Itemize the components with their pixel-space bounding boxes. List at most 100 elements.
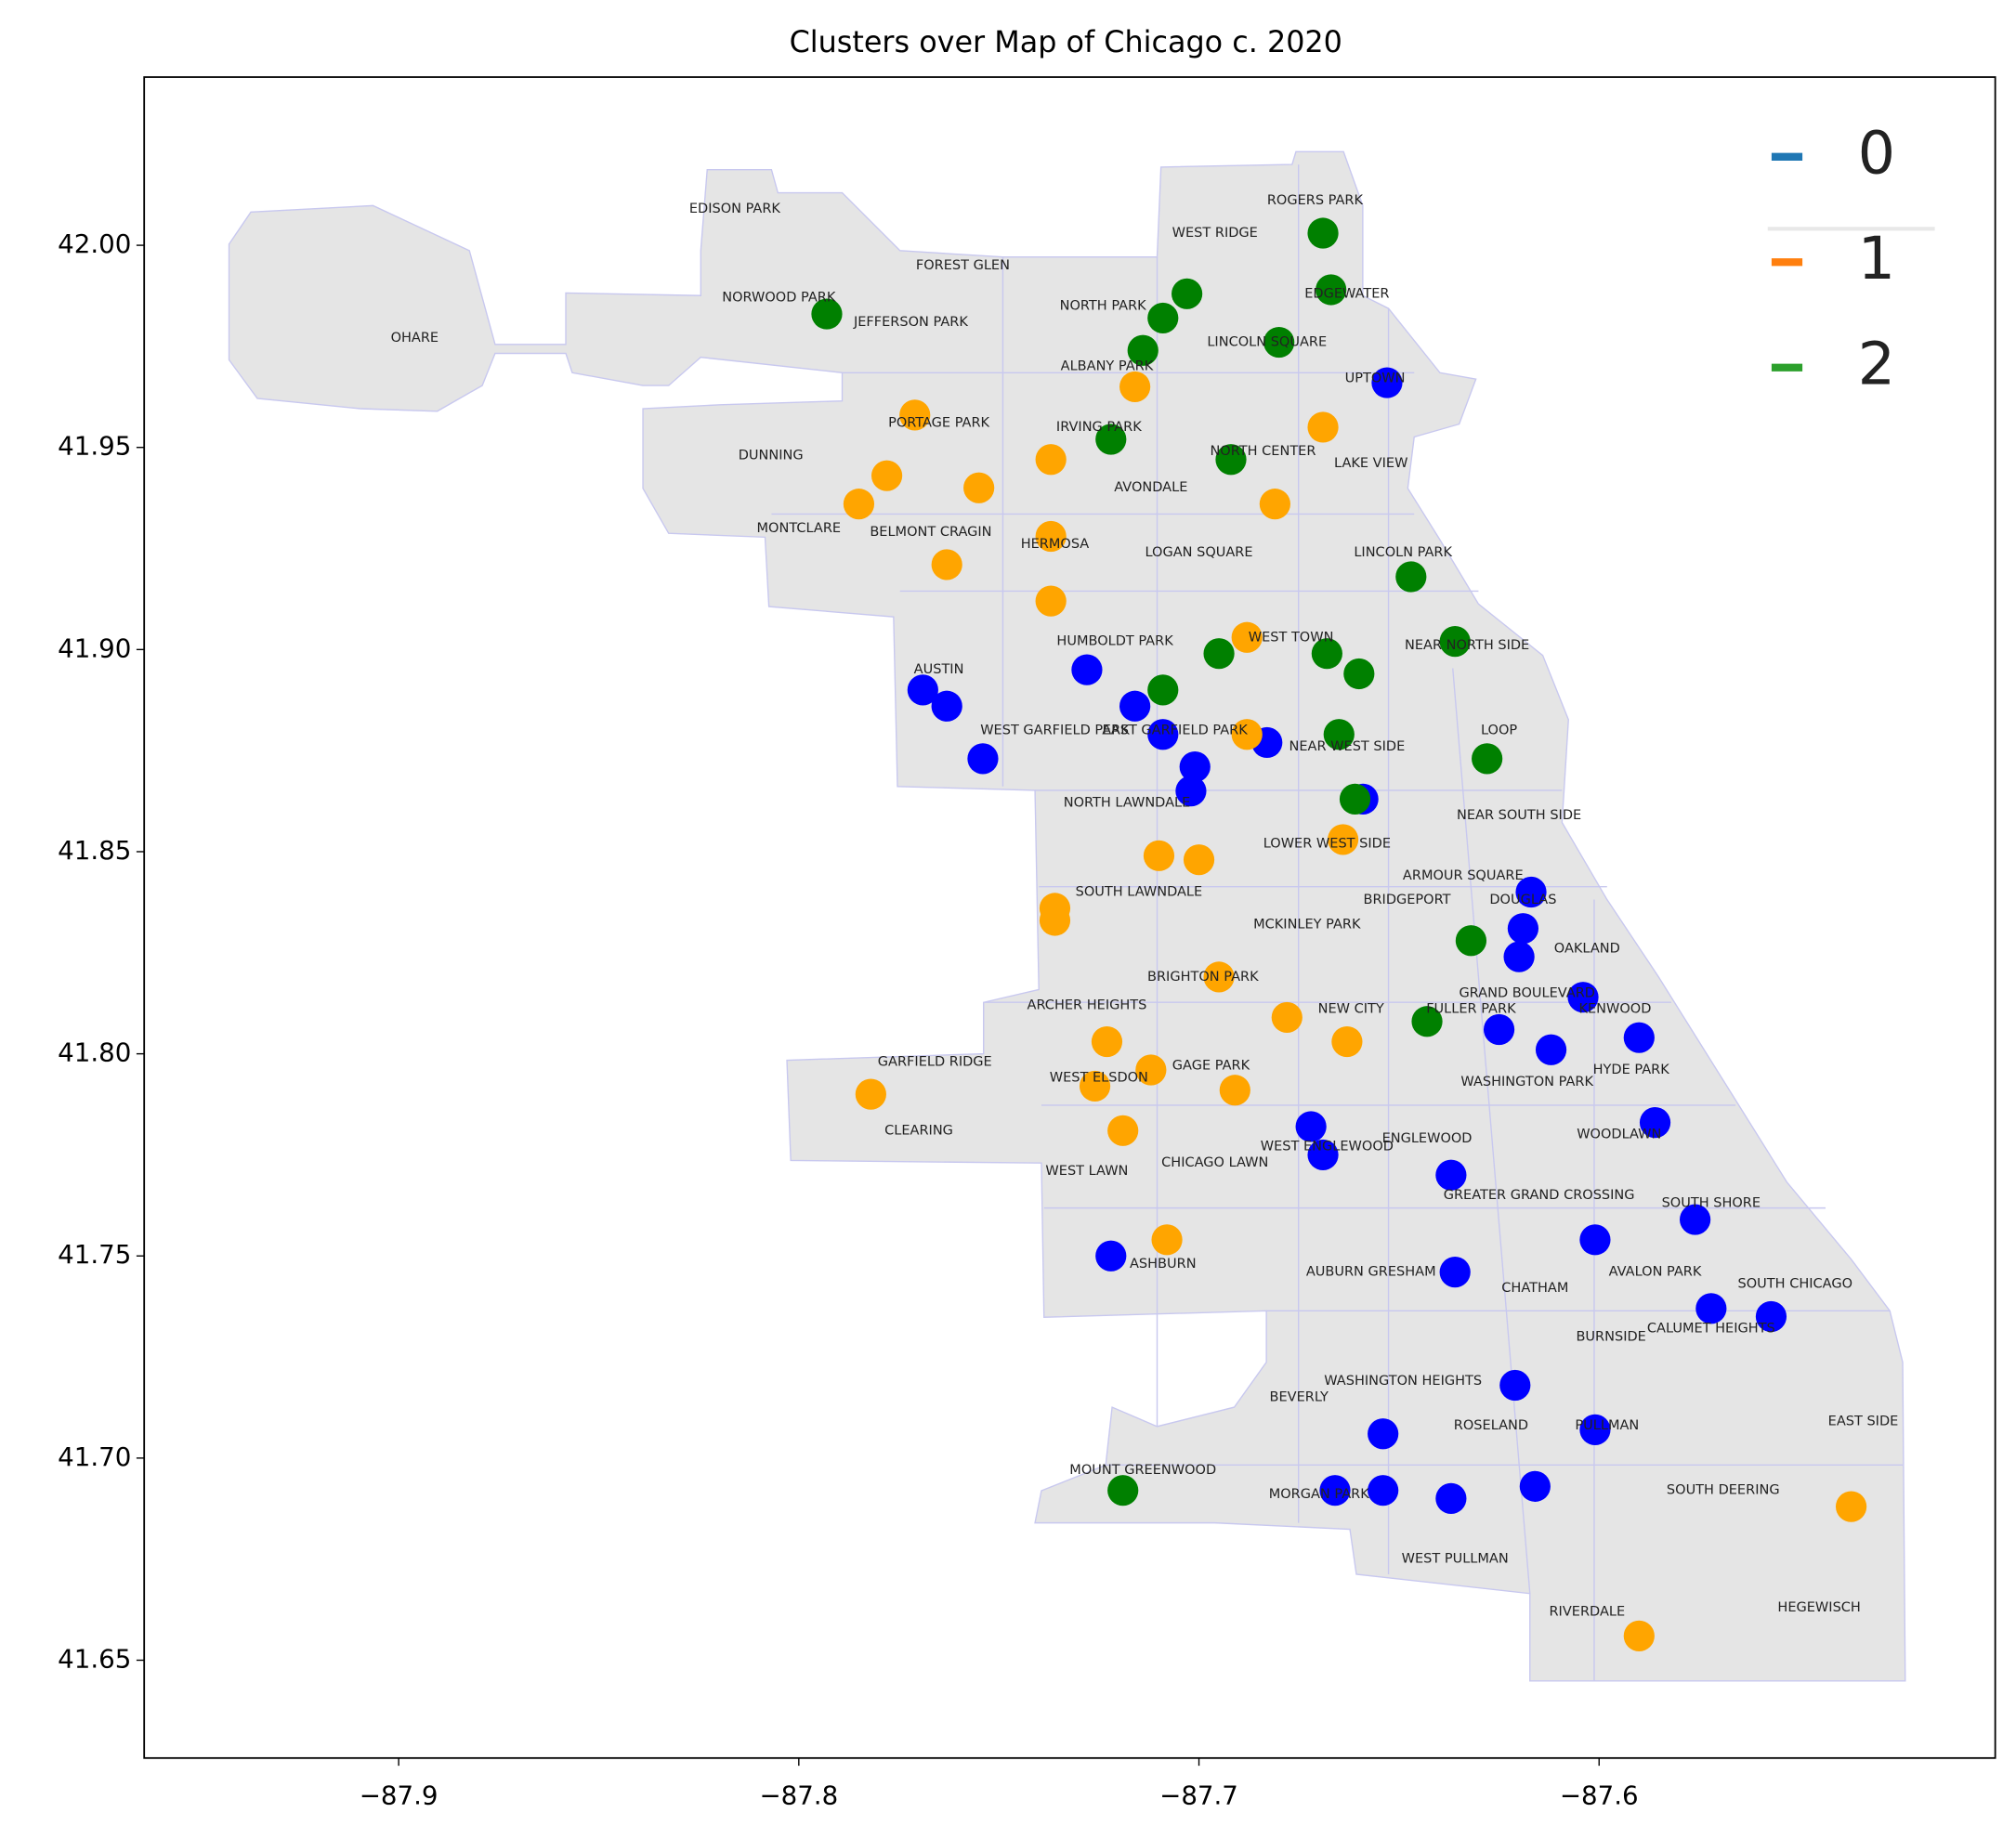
area-label: CLEARING bbox=[884, 1123, 953, 1138]
area-label: LOOP bbox=[1481, 723, 1517, 737]
point bbox=[1695, 1293, 1727, 1324]
point bbox=[1035, 444, 1067, 476]
area-label: LOWER WEST SIDE bbox=[1263, 836, 1391, 851]
point bbox=[1231, 621, 1263, 653]
area-label: OHARE bbox=[391, 331, 439, 346]
area-label: DOUGLAS bbox=[1489, 893, 1556, 907]
area-label: WASHINGTON HEIGHTS bbox=[1324, 1374, 1482, 1389]
area-label: GRAND BOULEVARD bbox=[1459, 985, 1595, 1000]
point bbox=[1127, 334, 1159, 366]
point bbox=[1316, 274, 1347, 306]
point bbox=[1472, 743, 1503, 775]
point bbox=[1079, 1070, 1111, 1102]
point bbox=[907, 674, 938, 706]
point bbox=[1639, 1106, 1671, 1139]
area-label: MONTCLARE bbox=[757, 521, 842, 536]
point bbox=[1503, 941, 1535, 972]
point bbox=[1455, 925, 1487, 957]
point bbox=[1435, 1159, 1467, 1191]
area-label: ARCHER HEIGHTS bbox=[1028, 998, 1147, 1012]
area-label: WEST ENGLEWOOD bbox=[1261, 1140, 1394, 1154]
area-label: WEST TOWN bbox=[1249, 630, 1334, 645]
point bbox=[1295, 1111, 1327, 1142]
point bbox=[1175, 776, 1207, 807]
area-label: NORWOOD PARK bbox=[722, 291, 836, 306]
point bbox=[1172, 278, 1203, 309]
area-label: EDISON PARK bbox=[689, 202, 781, 216]
area-label: NEAR NORTH SIDE bbox=[1405, 638, 1529, 653]
area-label: WEST ELSDON bbox=[1050, 1071, 1148, 1086]
area-label: SOUTH LAWNDALE bbox=[1076, 885, 1203, 900]
point bbox=[1231, 719, 1263, 750]
point bbox=[1179, 750, 1211, 783]
area-label: BELMONT CRAGIN bbox=[870, 525, 991, 540]
point bbox=[1519, 1470, 1551, 1502]
area-label: DUNNING bbox=[739, 448, 804, 463]
area-label: RIVERDALE bbox=[1549, 1604, 1625, 1619]
point bbox=[1071, 654, 1103, 685]
point bbox=[1323, 719, 1355, 750]
area-label: NORTH LAWNDALE bbox=[1064, 796, 1191, 811]
point bbox=[1755, 1300, 1787, 1333]
point bbox=[1203, 638, 1235, 670]
point bbox=[1680, 1204, 1711, 1235]
y-tick-label: 41.75 bbox=[58, 1239, 131, 1270]
plot-frame bbox=[143, 76, 1996, 1759]
chart-title: Clusters over Map of Chicago c. 2020 bbox=[790, 24, 1342, 59]
area-label: MOUNT GREENWOOD bbox=[1069, 1463, 1216, 1478]
point bbox=[1439, 1257, 1471, 1288]
point bbox=[1411, 1006, 1443, 1037]
area-label: ROSELAND bbox=[1454, 1418, 1528, 1433]
area-label: MCKINLEY PARK bbox=[1253, 917, 1361, 932]
y-tick-label: 41.85 bbox=[58, 835, 131, 866]
point bbox=[1483, 1013, 1515, 1046]
point bbox=[855, 1078, 886, 1110]
area-label: FOREST GLEN bbox=[916, 258, 1010, 273]
point bbox=[1039, 905, 1071, 936]
area-label: ROGERS PARK bbox=[1267, 193, 1364, 208]
area-label: EAST GARFIELD PARK bbox=[1103, 723, 1249, 737]
point bbox=[1147, 302, 1179, 334]
point bbox=[1331, 1025, 1363, 1058]
point bbox=[1579, 1414, 1611, 1446]
area-label: GARFIELD RIDGE bbox=[878, 1054, 992, 1069]
point bbox=[1371, 367, 1403, 398]
area-label: WASHINGTON PARK bbox=[1460, 1075, 1593, 1089]
point bbox=[1439, 626, 1471, 658]
point bbox=[1147, 674, 1179, 706]
point bbox=[963, 472, 995, 503]
point bbox=[1107, 1115, 1139, 1146]
point bbox=[1307, 1139, 1339, 1171]
point bbox=[1035, 520, 1067, 553]
area-label: NEAR SOUTH SIDE bbox=[1457, 808, 1581, 823]
area-label: ALBANY PARK bbox=[1061, 359, 1154, 374]
area-label: UPTOWN bbox=[1345, 372, 1406, 386]
point bbox=[1203, 961, 1235, 993]
point bbox=[1183, 844, 1215, 876]
area-label: BEVERLY bbox=[1270, 1390, 1329, 1405]
x-tick-label: −87.8 bbox=[759, 1780, 838, 1810]
area-label: HERMOSA bbox=[1021, 537, 1090, 552]
y-tick-label: 41.65 bbox=[58, 1643, 131, 1674]
point bbox=[1091, 1025, 1123, 1058]
x-tick-label: −87.6 bbox=[1560, 1780, 1639, 1810]
area-label: HYDE PARK bbox=[1593, 1063, 1670, 1077]
y-tick-label: 41.90 bbox=[58, 633, 131, 663]
point bbox=[1535, 1034, 1567, 1065]
area-label: LINCOLN PARK bbox=[1354, 545, 1452, 560]
point bbox=[1623, 1022, 1655, 1053]
area-label: SOUTH SHORE bbox=[1662, 1196, 1761, 1211]
point bbox=[1095, 1240, 1127, 1272]
legend-label: 2 bbox=[1858, 330, 1895, 398]
area-label: WEST PULLMAN bbox=[1402, 1552, 1509, 1567]
area-label: IRVING PARK bbox=[1056, 420, 1142, 435]
area-label: JEFFERSON PARK bbox=[853, 315, 968, 330]
point bbox=[1368, 1418, 1399, 1450]
area-label: AVONDALE bbox=[1114, 480, 1187, 495]
point bbox=[1271, 1001, 1303, 1034]
area-label: NEW CITY bbox=[1318, 1002, 1384, 1017]
point bbox=[967, 743, 999, 775]
point bbox=[1119, 690, 1151, 722]
area-label: BRIDGEPORT bbox=[1364, 893, 1451, 907]
area-label: LINCOLN SQUARE bbox=[1207, 335, 1327, 350]
